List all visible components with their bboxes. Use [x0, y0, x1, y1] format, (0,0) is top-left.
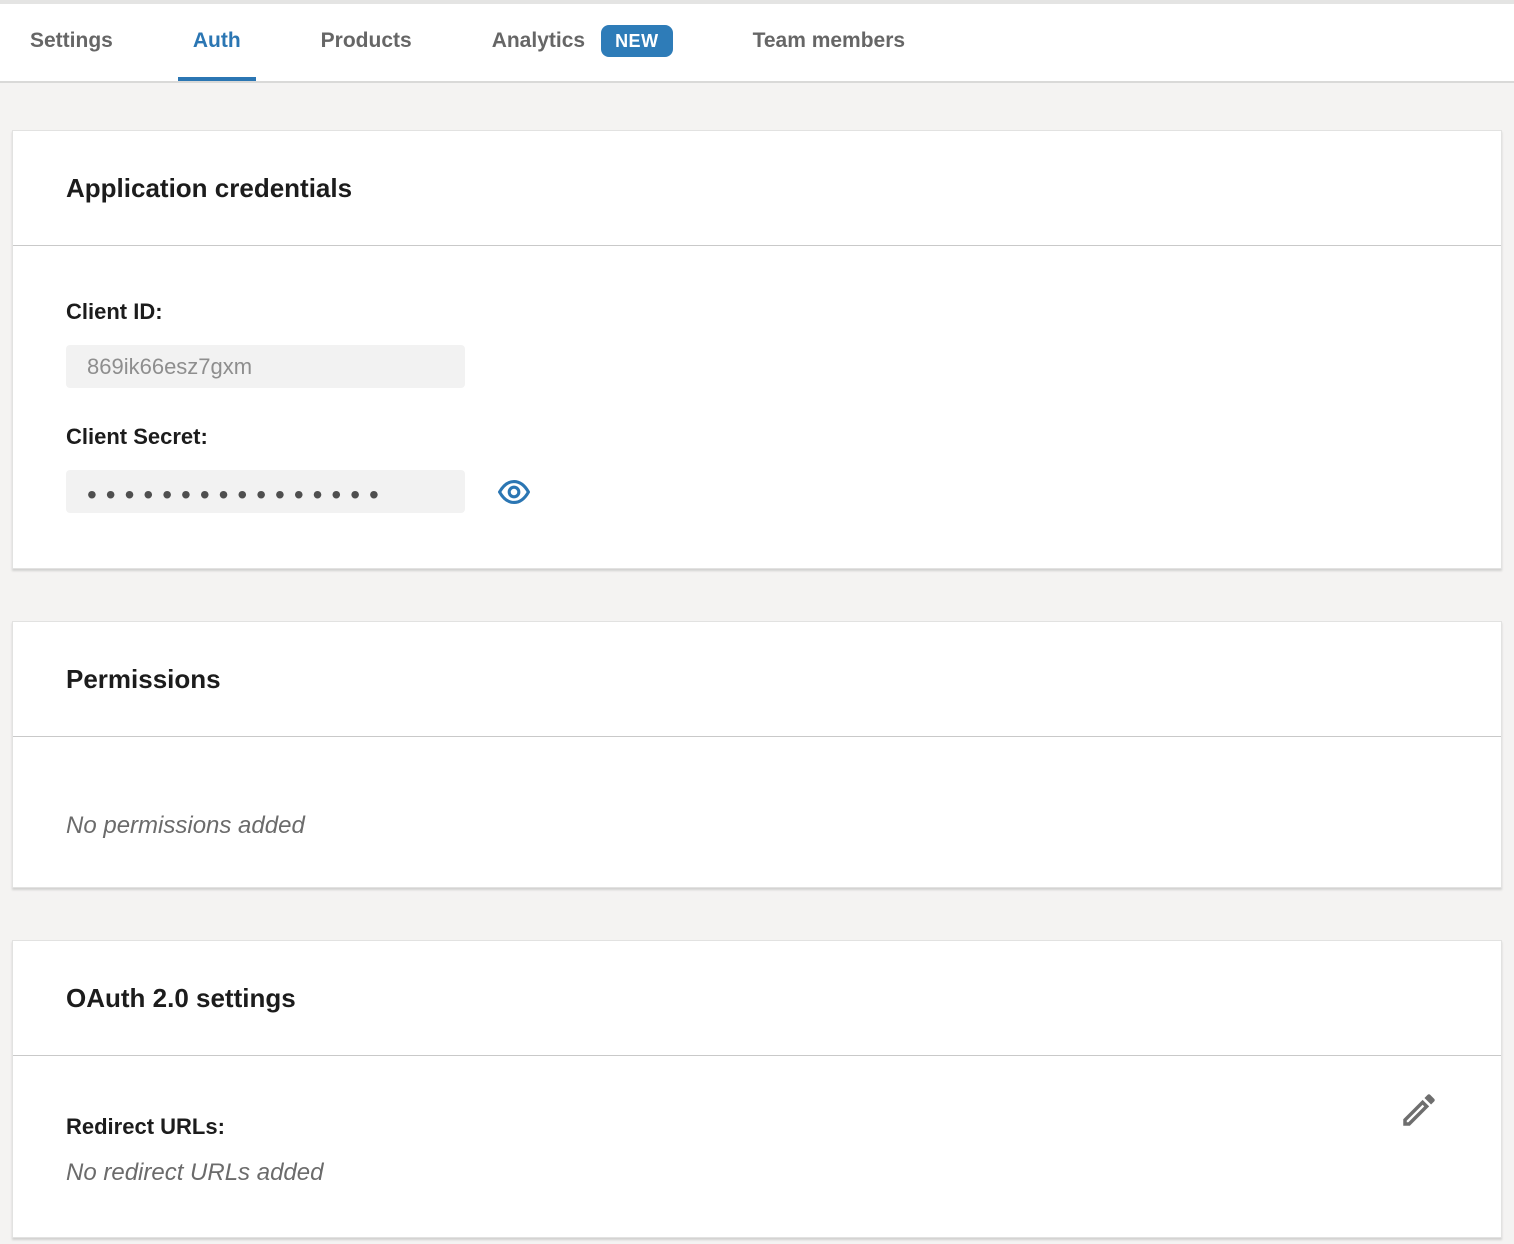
tab-auth-label: Auth [192, 28, 241, 52]
client-secret-row: •••••••••••••••• [66, 453, 1448, 513]
client-secret-masked-text: •••••••••••••••• [87, 478, 388, 510]
application-credentials-title: Application credentials [66, 172, 353, 203]
tab-analytics-label: Analytics [491, 28, 586, 52]
redirect-urls-empty-text: No redirect URLs added [66, 1159, 324, 1186]
tab-auth[interactable]: Auth [177, 4, 256, 81]
new-badge: NEW [601, 24, 673, 57]
tab-bar: Settings Auth Products Analytics NEW Tea… [0, 0, 1514, 83]
application-credentials-header: Application credentials [13, 131, 1501, 246]
tab-products[interactable]: Products [306, 4, 427, 81]
permissions-body: No permissions added [13, 737, 1501, 887]
permissions-card: Permissions No permissions added [12, 621, 1502, 888]
tab-team-members-label: Team members [752, 28, 906, 52]
oauth-settings-title: OAuth 2.0 settings [66, 982, 296, 1013]
application-credentials-body: Client ID: 869ik66esz7gxm Client Secret:… [13, 246, 1501, 568]
oauth-settings-header: OAuth 2.0 settings [13, 941, 1501, 1056]
pencil-icon [1398, 1089, 1440, 1134]
client-secret-value: •••••••••••••••• [66, 470, 465, 513]
permissions-empty-text: No permissions added [66, 812, 305, 839]
permissions-title: Permissions [66, 663, 221, 694]
tab-settings-label: Settings [30, 28, 113, 52]
tab-analytics[interactable]: Analytics NEW [477, 4, 688, 81]
eye-icon [497, 475, 531, 509]
reveal-client-secret-button[interactable] [497, 475, 531, 509]
oauth-settings-card: OAuth 2.0 settings Redirect URLs: No red… [12, 940, 1502, 1238]
client-id-value: 869ik66esz7gxm [66, 345, 465, 388]
auth-page: Application credentials Client ID: 869ik… [0, 83, 1514, 1244]
redirect-urls-label: Redirect URLs: [66, 1114, 225, 1139]
tab-team-members[interactable]: Team members [738, 4, 921, 81]
client-id-text: 869ik66esz7gxm [87, 353, 253, 379]
client-secret-label: Client Secret: [66, 424, 208, 449]
client-id-label: Client ID: [66, 299, 163, 324]
application-credentials-card: Application credentials Client ID: 869ik… [12, 130, 1502, 569]
tab-settings[interactable]: Settings [15, 4, 128, 81]
oauth-settings-body: Redirect URLs: No redirect URLs added [13, 1056, 1501, 1237]
permissions-header: Permissions [13, 622, 1501, 737]
tab-products-label: Products [320, 28, 412, 52]
edit-redirect-urls-button[interactable] [1397, 1089, 1441, 1133]
